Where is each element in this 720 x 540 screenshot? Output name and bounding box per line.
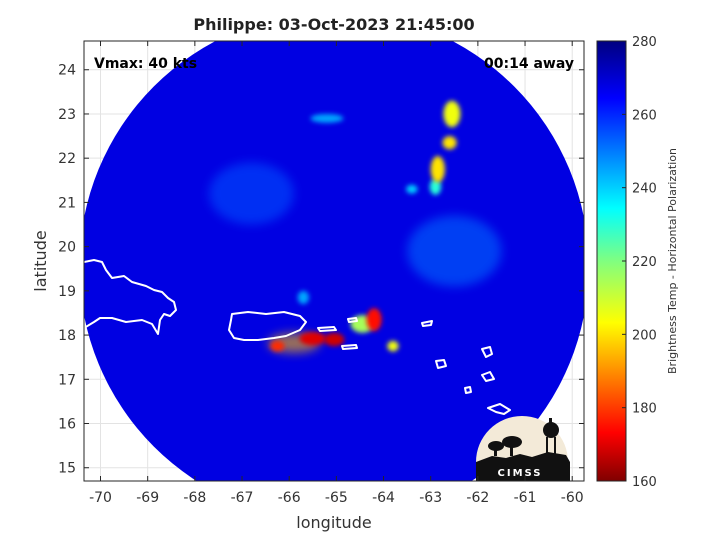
coastline-hispaniola (84, 259, 177, 335)
cold-cloud-feature (323, 332, 345, 347)
coastline-vieques (317, 326, 337, 332)
x-tick-label: -69 (136, 490, 159, 506)
colorbar: 160 180 200 220 240 260 280 Brightness Temp - … (596, 35, 679, 490)
coastline-virgin-islands (347, 317, 358, 323)
cold-cloud-feature (387, 340, 399, 352)
x-tick-label: -60 (561, 490, 584, 506)
colorbar-tick-label: 200 (632, 328, 657, 343)
cimss-logo: CIMSS (476, 416, 570, 481)
x-tick-label: -63 (419, 490, 442, 506)
swath-background (84, 41, 584, 481)
coastline-anguilla (421, 320, 433, 327)
x-tick-label: -70 (89, 490, 112, 506)
cold-cloud-feature (310, 113, 344, 123)
time-away-label: 00:14 away (484, 56, 574, 72)
y-tick-label: 22 (58, 151, 76, 167)
coastline-antigua (435, 359, 447, 369)
cold-cloud-feature (442, 136, 457, 150)
x-tick-label: -64 (372, 490, 395, 506)
x-tick-label: -68 (183, 490, 206, 506)
x-tick-label: -62 (466, 490, 489, 506)
colorbar-tick-label: 260 (632, 108, 657, 123)
colorbar-label: Brightness Temp - Horizontal Polarizatio… (666, 148, 679, 374)
coastline-st-croix (341, 344, 358, 350)
cold-cloud-feature (366, 308, 382, 332)
colorbar-tick-label: 280 (632, 35, 657, 50)
cold-cloud-feature (209, 162, 294, 225)
y-tick-label: 24 (58, 63, 76, 79)
cold-cloud-feature (406, 184, 418, 194)
y-tick-label: 15 (58, 461, 76, 477)
axis-ticks: -70 -69 -68 -67 -66 -65 -64 -63 -62 -61 -60 15 16 17 1… (58, 41, 584, 506)
x-tick-label: -65 (325, 490, 348, 506)
cold-cloud-features (209, 100, 502, 353)
y-tick-label: 21 (58, 195, 76, 211)
cold-cloud-feature (429, 178, 442, 195)
y-tick-label: 23 (58, 107, 76, 123)
y-tick-label: 20 (58, 240, 76, 256)
colorbar-tick-label: 240 (632, 182, 657, 197)
coastline-puerto-rico (228, 311, 307, 341)
y-axis-label: latitude (31, 230, 50, 291)
coastline-martinique (487, 403, 511, 415)
cold-cloud-feature (430, 155, 445, 183)
chart-title: Philippe: 03-Oct-2023 21:45:00 (193, 15, 474, 34)
swath-image (84, 41, 584, 481)
y-tick-label: 18 (58, 328, 76, 344)
vmax-label: Vmax: 40 kts (94, 56, 197, 72)
y-tick-label: 16 (58, 417, 76, 433)
cold-cloud-feature (299, 331, 326, 346)
colorbar-tick-label: 160 (632, 475, 657, 490)
colorbar-tick-label: 220 (632, 255, 657, 270)
x-tick-label: -66 (278, 490, 301, 506)
logo-text: CIMSS (498, 468, 543, 479)
x-tick-label: -61 (514, 490, 537, 506)
coastline-dominica (481, 371, 495, 382)
x-tick-label: -67 (231, 490, 254, 506)
cold-cloud-feature (270, 340, 285, 352)
colorbar-tick-label: 180 (632, 402, 657, 417)
colorbar-gradient (596, 40, 627, 482)
colorbar-ticks: 160 180 200 220 240 260 280 (622, 35, 657, 490)
y-tick-label: 17 (58, 372, 76, 388)
x-axis-label: longitude (296, 513, 371, 532)
cold-cloud-feature (297, 290, 309, 305)
y-tick-label: 19 (58, 284, 76, 300)
cold-cloud-feature (407, 215, 502, 287)
coastlines (84, 259, 511, 415)
coastline-montserrat (464, 386, 472, 394)
axes-frame (83, 40, 585, 482)
coastline-guadeloupe (481, 346, 493, 358)
cold-cloud-feature (443, 100, 461, 128)
